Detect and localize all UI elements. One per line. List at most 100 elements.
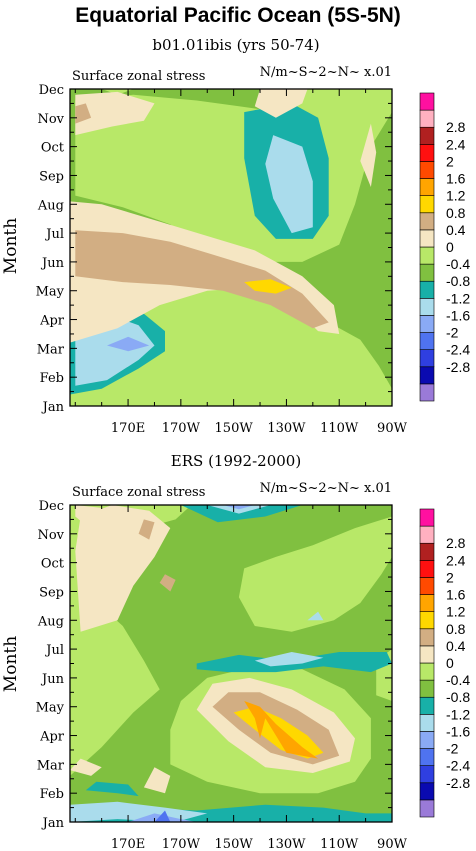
- y-tick-label: Jan: [41, 816, 65, 831]
- y-axis-label: Month: [1, 218, 21, 274]
- x-tick-label: 170W: [162, 837, 201, 851]
- colorbar-label: 0.4: [446, 638, 466, 654]
- colorbar-label: -2.8: [446, 775, 470, 791]
- x-tick-label: 150W: [215, 837, 254, 851]
- colorbar-swatch: [419, 577, 435, 595]
- contour-region-6: [265, 135, 313, 234]
- y-tick-label: Feb: [40, 787, 64, 802]
- colorbar-swatch: [419, 782, 435, 801]
- x-tick-label: 150W: [215, 421, 254, 436]
- colorbar: -2.8-2.4-2 -1.6-1.2-0.8-0.400.40.81.21.6 2…: [419, 92, 470, 402]
- colorbar-swatch: [419, 332, 435, 350]
- contour-region-21: [70, 801, 208, 822]
- colorbar-swatch: [419, 611, 435, 630]
- contour-region-12: [244, 279, 292, 294]
- y-tick-label: Jun: [40, 672, 65, 687]
- colorbar-swatch: [419, 246, 435, 265]
- y-tick-label: Sep: [39, 585, 64, 600]
- colorbar-swatch: [419, 366, 435, 385]
- colorbar-label: 2: [446, 569, 454, 585]
- x-tick-label: 110W: [320, 421, 359, 436]
- colorbar-label: -1.2: [446, 290, 470, 306]
- contour-region-24: [307, 611, 324, 621]
- colorbar: -2.8-2.4-2 -1.6-1.2-0.8-0.400.40.81.21.6 2…: [419, 508, 470, 818]
- colorbar-swatch: [419, 662, 435, 681]
- y-tick-label: Aug: [37, 614, 64, 629]
- x-tick-labels: 170E 170W 150W 130W 110W 90W: [74, 505, 408, 851]
- colorbar-swatch: [419, 109, 435, 128]
- panel-subtitle: ERS (1992-2000): [171, 452, 301, 470]
- contour-region-1: [70, 505, 192, 776]
- y-tick-label: Dec: [39, 83, 64, 98]
- colorbar-swatch: [419, 799, 435, 818]
- colorbar-swatch: [419, 92, 435, 111]
- y-tick-label: May: [36, 285, 65, 300]
- y-tick-label: Feb: [40, 371, 64, 386]
- colorbar-swatch: [419, 714, 435, 732]
- contour-region-14: [75, 103, 92, 124]
- colorbar-label: 0.4: [446, 222, 466, 238]
- x-tick-label: 170W: [162, 421, 201, 436]
- contour-region-3: [238, 516, 392, 632]
- colorbar-swatch: [419, 178, 435, 196]
- y-tick-label: Mar: [37, 758, 65, 773]
- y-tick-labels: Jan Feb Mar Apr May Jun Jul Aug Sep Oct Nov Dec: [36, 499, 392, 831]
- y-tick-label: Mar: [37, 342, 65, 357]
- colorbar-label: 2.8: [446, 535, 466, 551]
- y-tick-label: Apr: [39, 314, 65, 329]
- contour-region-16: [180, 505, 303, 523]
- colorbar-label: 0.8: [446, 205, 466, 221]
- x-tick-label: 130W: [267, 837, 306, 851]
- colorbar-label: -2.4: [446, 342, 470, 358]
- panel-observed: ERS (1992-2000) Surface zonal stress N/m…: [1, 452, 408, 851]
- colorbar-label: -0.4: [446, 672, 470, 688]
- colorbar-label: 1.6: [446, 587, 466, 603]
- colorbar-swatch: [419, 560, 435, 578]
- y-tick-label: Oct: [41, 557, 65, 572]
- colorbar-label: -1.6: [446, 723, 470, 739]
- colorbar-label: 1.6: [446, 171, 466, 187]
- colorbar-label: 0: [446, 239, 454, 255]
- panel-subtitle: b01.01ibis (yrs 50-74): [152, 36, 319, 54]
- colorbar-swatch: [419, 161, 435, 179]
- colorbar-swatch: [419, 765, 435, 784]
- contour-region-25: [70, 758, 102, 776]
- y-tick-label: Jul: [44, 643, 64, 658]
- colorbar-swatch: [419, 383, 435, 402]
- x-tick-labels: 170E 170W 150W 130W 110W 90W: [74, 89, 408, 436]
- panel-left-label: Surface zonal stress: [72, 69, 205, 84]
- colorbar-label: 2.4: [446, 552, 466, 568]
- y-tick-label: Aug: [37, 198, 64, 213]
- colorbar-swatch: [419, 679, 435, 698]
- x-tick-label: 170E: [111, 837, 145, 851]
- colorbar-label: 2: [446, 153, 454, 169]
- colorbar-swatch: [419, 628, 435, 647]
- x-tick-label: 110W: [320, 837, 359, 851]
- contour-region-11: [75, 230, 329, 329]
- page-title: Equatorial Pacific Ocean (5S-5N): [75, 4, 401, 27]
- colorbar-label: 2.8: [446, 119, 466, 135]
- y-tick-label: Jan: [41, 400, 65, 415]
- y-tick-label: May: [36, 701, 65, 716]
- panel-left-label: Surface zonal stress: [72, 485, 205, 500]
- colorbar-swatch: [419, 195, 435, 214]
- y-tick-labels: Jan Feb Mar Apr May Jun Jul Aug Sep Oct Nov Dec: [36, 83, 392, 415]
- x-tick-label: 170E: [111, 421, 145, 436]
- panel-right-label: N/m~S~2~N~ x.01: [260, 481, 392, 496]
- x-tick-label: 90W: [377, 421, 408, 436]
- colorbar-swatch: [419, 298, 435, 316]
- colorbar-swatch: [419, 229, 435, 248]
- panel-right-label: N/m~S~2~N~ x.01: [260, 65, 392, 80]
- colorbar-swatch: [419, 263, 435, 282]
- colorbar-swatch: [419, 525, 435, 544]
- contour-region-15: [254, 652, 324, 667]
- colorbar-label: 0: [446, 655, 454, 671]
- contour-region-11: [244, 701, 319, 759]
- colorbar-swatch: [419, 731, 435, 749]
- contour-region-15: [254, 89, 308, 118]
- y-tick-label: Oct: [41, 141, 65, 156]
- contour-region-16: [360, 123, 377, 187]
- contour-region-3: [207, 316, 260, 366]
- colorbar-label: -1.2: [446, 706, 470, 722]
